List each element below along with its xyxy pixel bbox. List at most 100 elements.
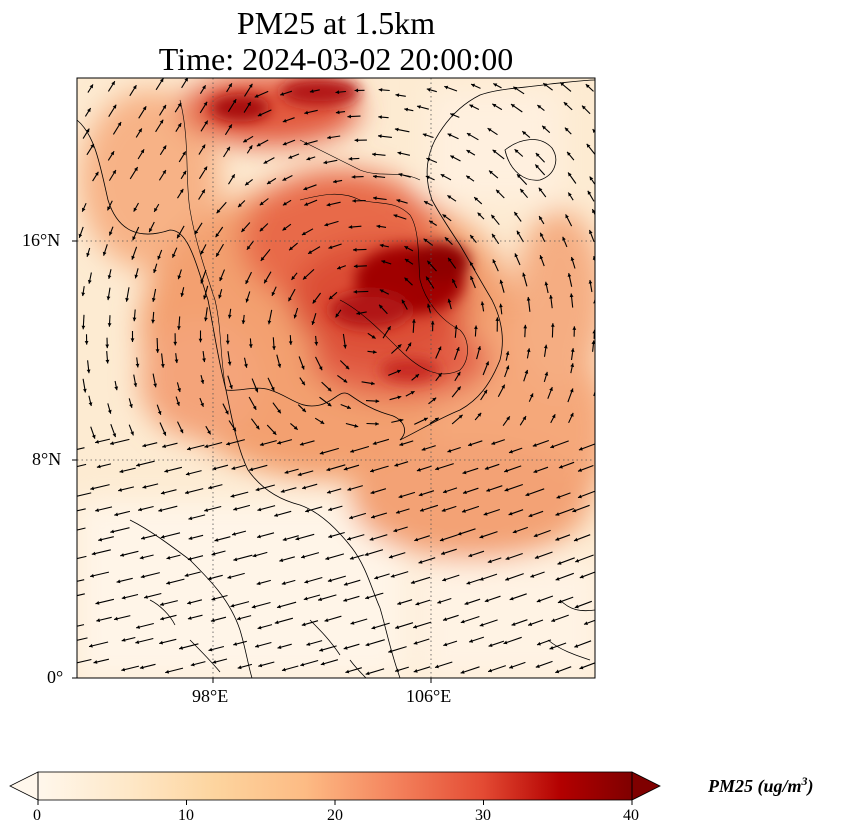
wind-arrow-head <box>301 365 305 370</box>
wind-arrow-head <box>343 378 348 383</box>
wind-arrow-head <box>119 469 124 474</box>
wind-arrow-head <box>327 490 331 494</box>
wind-arrow-head <box>271 291 276 296</box>
wind-arrow-head <box>67 558 71 562</box>
wind-arrow-head <box>306 156 311 161</box>
wind-arrow-head <box>535 664 540 668</box>
wind-arrow-head <box>404 277 409 282</box>
wind-arrow-head <box>203 101 208 106</box>
wind-arrow-head <box>231 466 236 470</box>
wind-arrow-head <box>410 391 415 395</box>
wind-arrow-head <box>516 230 521 235</box>
wind-arrow-head <box>470 235 474 239</box>
wind-arrow-head <box>570 412 574 417</box>
wind-arrow-head <box>535 153 540 157</box>
wind-arrow-head <box>393 214 398 218</box>
wind-arrow-head <box>140 149 145 154</box>
wind-arrow-head <box>144 595 148 599</box>
wind-arrow-head <box>201 144 206 149</box>
wind-arrow-head <box>177 275 182 280</box>
wind-arrow-head <box>214 538 219 542</box>
wind-arrow-head <box>229 385 233 389</box>
wind-arrow-head <box>248 344 253 348</box>
wind-arrow-head <box>132 236 136 241</box>
wind-arrow-head <box>256 142 261 147</box>
wind-arrow-head <box>154 207 158 212</box>
wind-arrow-head <box>303 186 308 191</box>
wind-arrow-head <box>343 646 348 650</box>
wind-arrow-head <box>89 84 93 89</box>
wind-arrow-head <box>328 534 333 539</box>
wind-arrow-head <box>319 648 324 652</box>
wind-arrow-head <box>241 228 246 232</box>
wind-arrow-head <box>413 624 418 629</box>
wind-arrow-head <box>69 510 73 514</box>
wind-arrow-head <box>259 201 264 206</box>
wind-arrow-head <box>511 104 515 108</box>
wind-arrow-head <box>157 410 162 415</box>
wind-arrow-head <box>585 84 590 88</box>
wind-arrow-head <box>304 202 309 206</box>
wind-arrow-head <box>337 265 341 270</box>
wind-arrow-head <box>572 508 577 513</box>
colorbar <box>9 240 661 805</box>
wind-arrow-head <box>238 203 242 208</box>
wind-arrow-head <box>558 464 563 469</box>
wind-arrow-head <box>372 152 376 157</box>
wind-arrow-head <box>396 199 401 203</box>
colorbar-extend-max <box>631 771 661 801</box>
wind-arrow-head <box>282 141 287 146</box>
wind-arrow-head <box>208 647 213 652</box>
wind-arrow-head <box>443 617 447 621</box>
wind-arrow-head <box>151 297 156 302</box>
wind-arrow-head <box>110 441 114 446</box>
wind-arrow-head <box>568 172 572 177</box>
wind-arrow-head <box>418 560 423 564</box>
wind-arrow-head <box>536 598 541 603</box>
wind-arrow-head <box>300 662 305 667</box>
wind-arrow-head <box>435 664 439 669</box>
wind-arrow-head <box>468 553 473 558</box>
wind-arrow-head <box>550 323 555 327</box>
wind-arrow-head <box>327 402 332 407</box>
wind-arrow-head <box>95 439 99 444</box>
wind-arrow-head <box>293 425 298 430</box>
wind-vectors <box>66 78 595 676</box>
wind-arrow-head <box>252 405 257 410</box>
wind-arrow-head <box>555 537 560 541</box>
wind-arrow-head <box>483 389 488 394</box>
wind-arrow-head <box>456 371 461 376</box>
wind-arrow-head <box>121 667 126 672</box>
wind-arrow-head <box>379 243 384 248</box>
wind-arrow-head <box>85 128 90 133</box>
wind-arrow-head <box>572 326 577 330</box>
wind-arrow-head <box>302 408 306 412</box>
wind-arrow-head <box>173 341 178 346</box>
colorbar-tick-label: 30 <box>475 807 491 824</box>
wind-arrow-head <box>194 230 199 235</box>
wind-arrow-head <box>182 170 187 175</box>
wind-arrow-head <box>499 303 503 308</box>
wind-arrow-head <box>96 618 101 623</box>
wind-arrow-head <box>555 577 560 581</box>
wind-arrow-head <box>160 616 164 621</box>
wind-arrow-head <box>66 581 70 585</box>
wind-arrow-head <box>227 361 232 366</box>
wind-arrow-head <box>257 534 261 539</box>
wind-arrow-head <box>114 616 118 621</box>
lon-tick-label: 106°E <box>406 686 452 706</box>
wind-arrow-head <box>86 252 90 257</box>
wind-arrow-head <box>469 104 474 109</box>
wind-arrow-head <box>551 414 556 419</box>
wind-arrow-head <box>556 495 561 499</box>
wind-arrow-head <box>512 529 517 534</box>
wind-arrow-head <box>184 78 188 82</box>
wind-arrow-head <box>116 579 121 584</box>
wind-arrow-shaft <box>77 658 92 664</box>
wind-arrow-head <box>267 180 271 184</box>
coastlines <box>77 79 595 678</box>
wind-arrow-head <box>179 646 183 650</box>
wind-arrow-head <box>401 299 406 304</box>
wind-arrow-head <box>327 578 332 583</box>
wind-arrow-head <box>280 489 285 493</box>
